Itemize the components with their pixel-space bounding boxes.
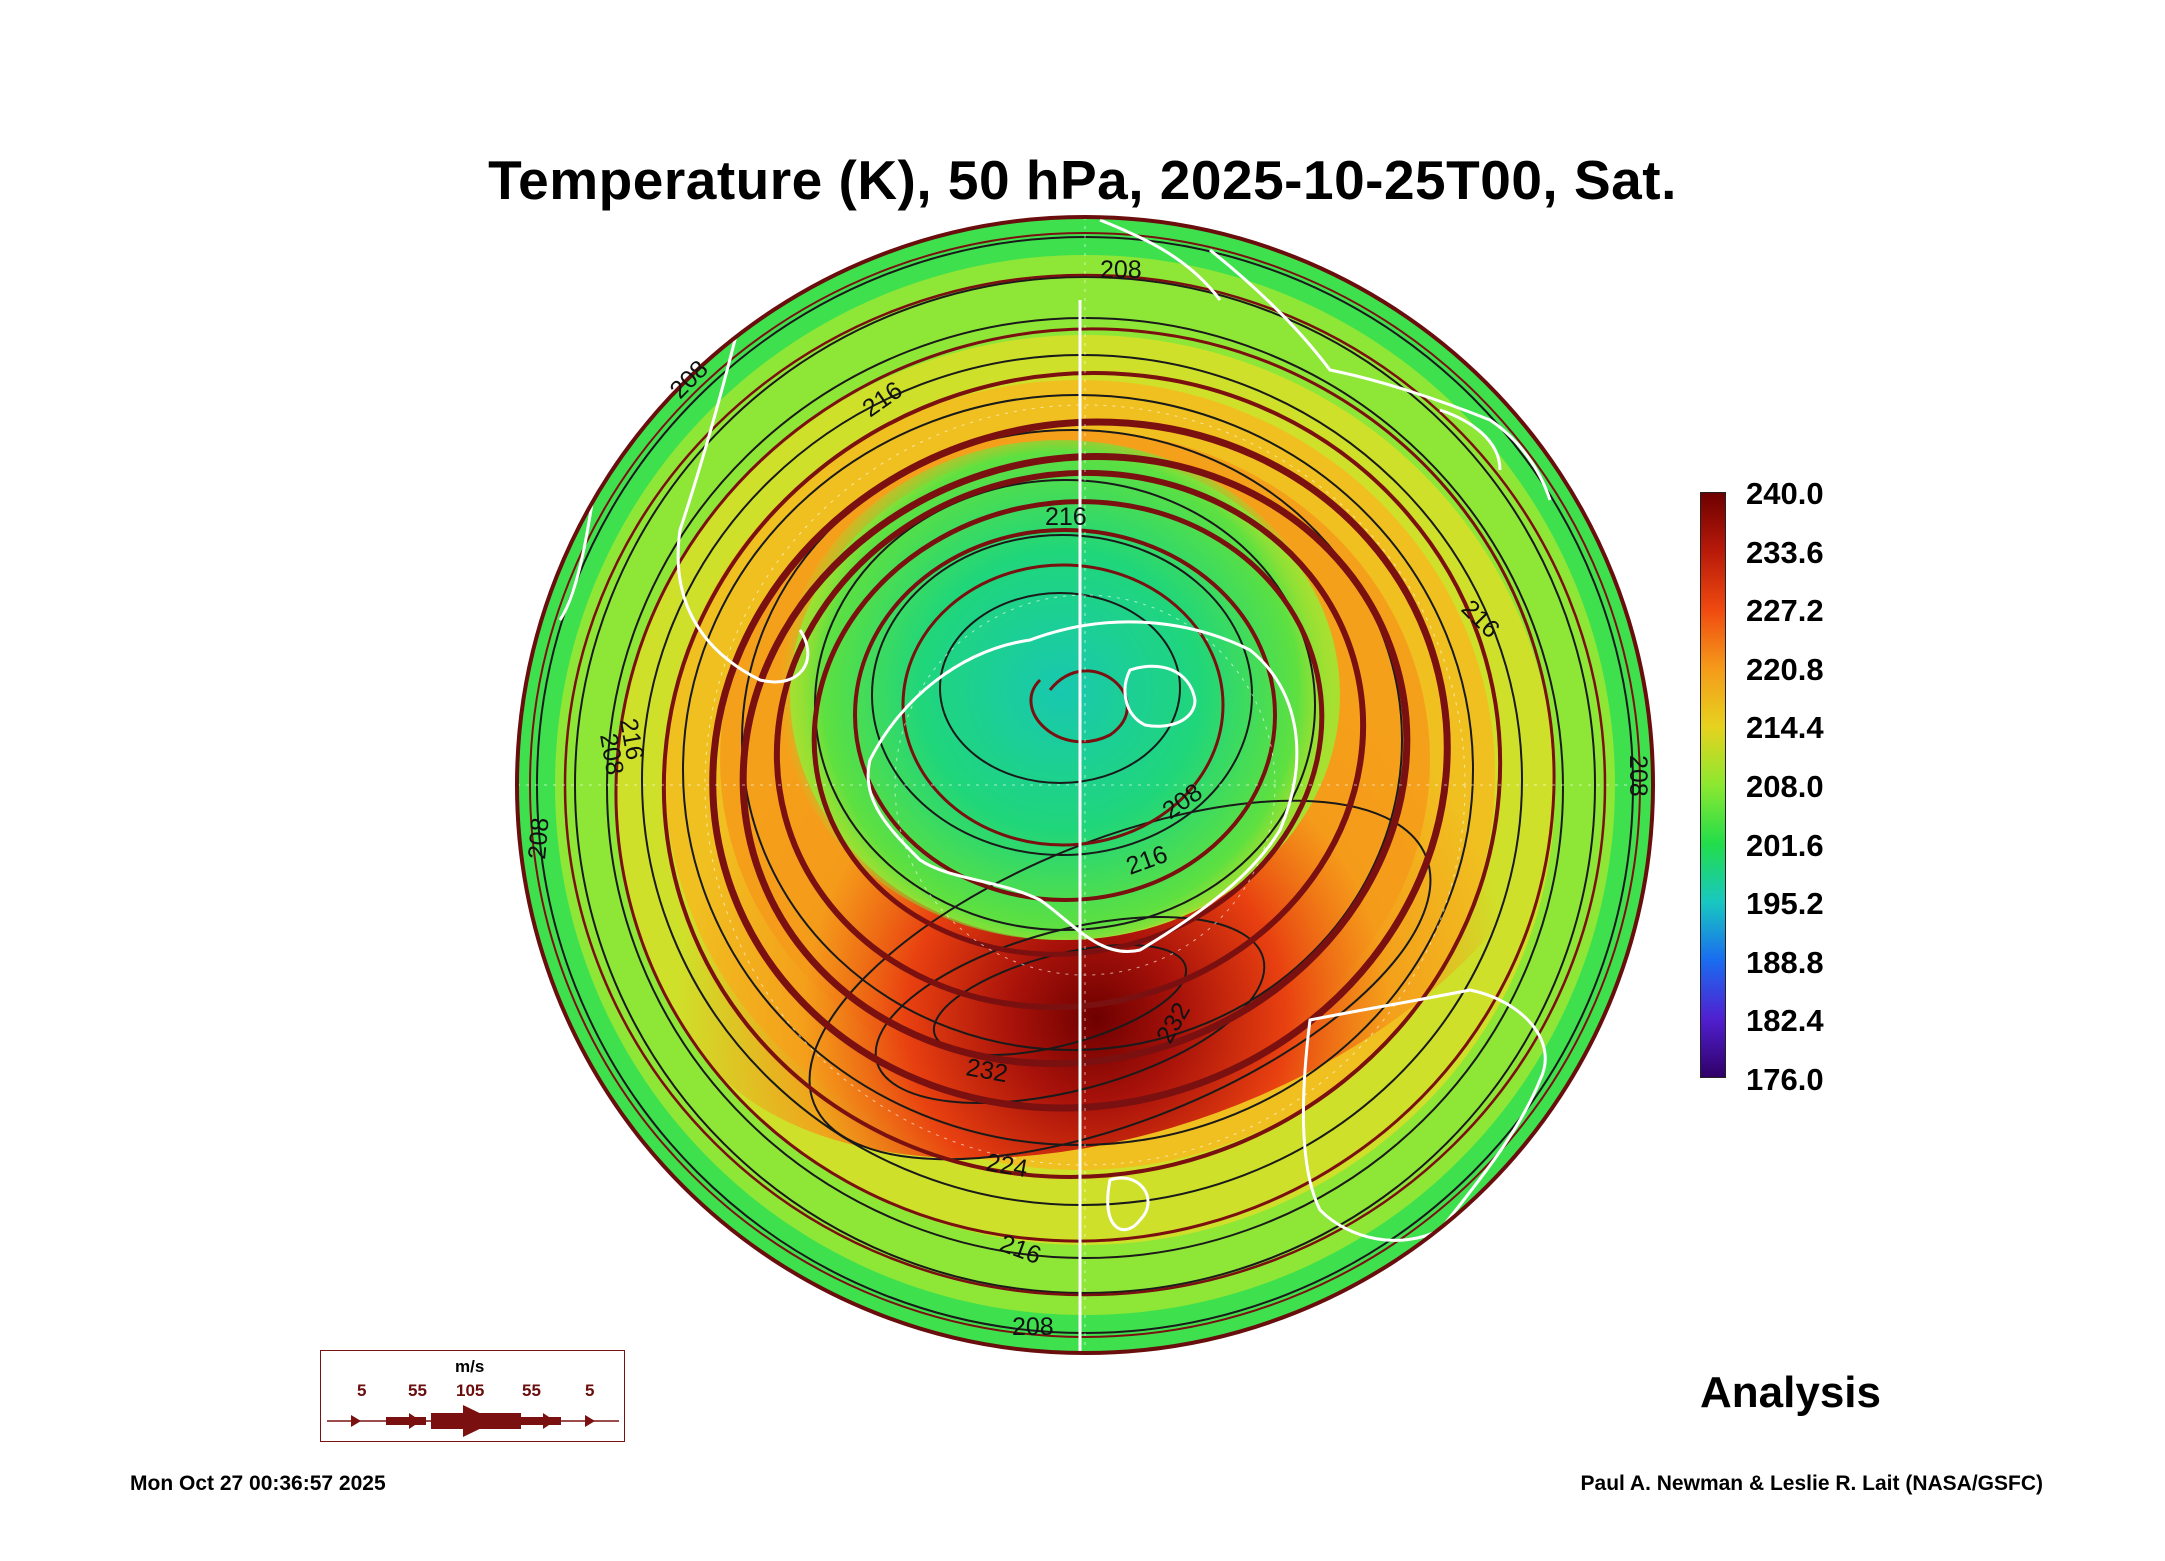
contour-label: 208: [523, 817, 555, 861]
timestamp: Mon Oct 27 00:36:57 2025: [130, 1472, 386, 1495]
wind-speed-label: 105: [456, 1381, 485, 1400]
colorbar-tick-label: 188.8: [1746, 944, 1824, 980]
globe-rim: [515, 215, 1655, 1355]
wind-legend-arrow: [327, 1405, 619, 1437]
colorbar-tick-label: 182.4: [1746, 1003, 1824, 1039]
wind-speed-label: 55: [522, 1381, 541, 1400]
colorbar-tick-label: 201.6: [1746, 827, 1824, 863]
map-title: Temperature (K), 50 hPa, 2025-10-25T00, …: [488, 149, 1677, 211]
temperature-colorbar: [1700, 492, 1726, 1078]
analysis-label: Analysis: [1700, 1368, 1881, 1417]
graticule: [517, 217, 1653, 1353]
globe-disk: [517, 217, 1653, 1353]
colorbar-tick-label: 227.2: [1746, 593, 1824, 629]
wind-speed-legend: m/s 5 55 105 55 5: [320, 1350, 625, 1442]
wind-speed-label: 5: [357, 1381, 367, 1400]
colorbar-tick-label: 214.4: [1746, 710, 1824, 746]
wind-streamlines: [529, 232, 1641, 1338]
colorbar-tick-label: 176.0: [1746, 1062, 1824, 1097]
contour-label: 208: [1100, 256, 1142, 284]
wind-speed-label: 55: [408, 1381, 427, 1400]
colorbar-tick-label: 220.8: [1746, 651, 1824, 687]
credit-line: Paul A. Newman & Leslie R. Lait (NASA/GS…: [1580, 1472, 2043, 1495]
wind-speed-label: 5: [585, 1381, 595, 1400]
wind-unit-label: m/s: [455, 1357, 485, 1376]
colorbar-tick-label: 195.2: [1746, 886, 1824, 922]
colorbar-tick-label: 240.0: [1746, 476, 1824, 511]
contour-label: 208: [1624, 755, 1652, 797]
colorbar-tick-label: 233.6: [1746, 534, 1824, 570]
contour-label: 216: [1045, 503, 1087, 531]
colorbar-tick-label: 208.0: [1746, 769, 1824, 804]
coastlines: [558, 218, 1552, 1353]
contour-label: 208: [1012, 1313, 1054, 1341]
